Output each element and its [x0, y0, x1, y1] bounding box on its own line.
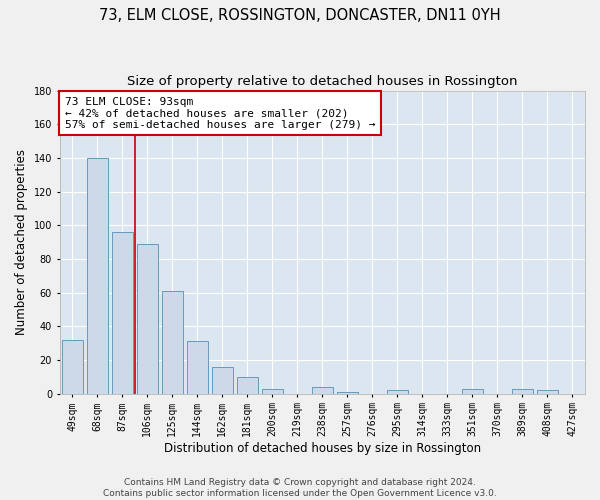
Y-axis label: Number of detached properties: Number of detached properties [15, 149, 28, 335]
Bar [312, 387, 333, 394]
Bar [387, 390, 408, 394]
Bar [337, 392, 358, 394]
Bar [212, 366, 233, 394]
Text: 73, ELM CLOSE, ROSSINGTON, DONCASTER, DN11 0YH: 73, ELM CLOSE, ROSSINGTON, DONCASTER, DN… [99, 8, 501, 22]
Text: 73 ELM CLOSE: 93sqm
← 42% of detached houses are smaller (202)
57% of semi-detac: 73 ELM CLOSE: 93sqm ← 42% of detached ho… [65, 96, 376, 130]
Bar [161, 291, 183, 394]
X-axis label: Distribution of detached houses by size in Rossington: Distribution of detached houses by size … [164, 442, 481, 455]
Bar [462, 388, 483, 394]
Bar [512, 388, 533, 394]
Bar [62, 340, 83, 394]
Bar [137, 244, 158, 394]
Bar [262, 388, 283, 394]
Bar [236, 376, 258, 394]
Bar [187, 342, 208, 394]
Title: Size of property relative to detached houses in Rossington: Size of property relative to detached ho… [127, 75, 518, 88]
Bar [112, 232, 133, 394]
Bar [86, 158, 108, 394]
Text: Contains HM Land Registry data © Crown copyright and database right 2024.
Contai: Contains HM Land Registry data © Crown c… [103, 478, 497, 498]
Bar [537, 390, 558, 394]
